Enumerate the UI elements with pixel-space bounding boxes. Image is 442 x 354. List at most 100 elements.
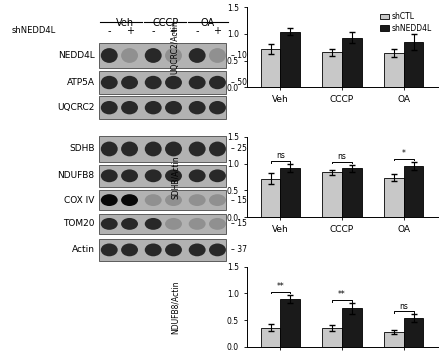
Ellipse shape xyxy=(209,142,226,156)
Ellipse shape xyxy=(209,76,226,89)
Text: -: - xyxy=(195,26,199,36)
Ellipse shape xyxy=(145,48,162,63)
Bar xyxy=(404,42,423,87)
Ellipse shape xyxy=(145,244,162,256)
Text: *: * xyxy=(402,149,406,158)
Bar xyxy=(384,332,404,347)
Bar xyxy=(99,214,226,234)
Bar xyxy=(384,178,404,217)
Ellipse shape xyxy=(145,194,162,206)
Ellipse shape xyxy=(165,244,182,256)
Bar xyxy=(99,96,226,119)
Ellipse shape xyxy=(165,48,182,63)
Ellipse shape xyxy=(209,194,226,206)
Text: CCCP: CCCP xyxy=(152,18,179,28)
Text: +: + xyxy=(169,26,178,36)
Text: SDHB: SDHB xyxy=(69,144,95,154)
Ellipse shape xyxy=(189,194,206,206)
Text: +: + xyxy=(213,26,221,36)
Ellipse shape xyxy=(189,101,206,114)
Bar xyxy=(322,172,342,217)
Bar xyxy=(261,49,280,87)
Ellipse shape xyxy=(121,218,138,230)
Text: ns: ns xyxy=(338,152,347,161)
Ellipse shape xyxy=(189,170,206,182)
Ellipse shape xyxy=(101,170,118,182)
Ellipse shape xyxy=(165,142,182,156)
Bar xyxy=(322,52,342,87)
Ellipse shape xyxy=(101,48,118,63)
Bar xyxy=(99,43,226,68)
Ellipse shape xyxy=(189,244,206,256)
Ellipse shape xyxy=(101,142,118,156)
Text: **: ** xyxy=(277,282,284,291)
Text: – 15: – 15 xyxy=(231,219,247,228)
Ellipse shape xyxy=(165,194,182,206)
Ellipse shape xyxy=(121,48,138,63)
Ellipse shape xyxy=(165,101,182,114)
Bar xyxy=(261,179,280,217)
Ellipse shape xyxy=(145,170,162,182)
Ellipse shape xyxy=(121,101,138,114)
Text: OA: OA xyxy=(200,18,214,28)
Text: – 50: – 50 xyxy=(231,78,247,87)
Bar xyxy=(342,308,362,347)
Ellipse shape xyxy=(209,101,226,114)
Ellipse shape xyxy=(189,76,206,89)
Text: – 100: – 100 xyxy=(231,51,252,60)
Text: COX IV: COX IV xyxy=(64,196,95,205)
Ellipse shape xyxy=(101,194,118,206)
Text: -: - xyxy=(152,26,155,36)
Text: ATP5A: ATP5A xyxy=(67,78,95,87)
Ellipse shape xyxy=(189,218,206,230)
Text: NDUFB8: NDUFB8 xyxy=(57,171,95,180)
Ellipse shape xyxy=(209,244,226,256)
Text: ns: ns xyxy=(399,302,408,310)
Ellipse shape xyxy=(101,101,118,114)
Ellipse shape xyxy=(145,76,162,89)
Bar xyxy=(99,165,226,187)
Ellipse shape xyxy=(145,101,162,114)
Text: ns: ns xyxy=(276,152,285,160)
Ellipse shape xyxy=(145,218,162,230)
Ellipse shape xyxy=(121,244,138,256)
Ellipse shape xyxy=(145,142,162,156)
Ellipse shape xyxy=(121,170,138,182)
Ellipse shape xyxy=(189,48,206,63)
Text: – 25: – 25 xyxy=(231,144,247,154)
Ellipse shape xyxy=(209,170,226,182)
Ellipse shape xyxy=(165,76,182,89)
Text: – 37: – 37 xyxy=(231,245,247,255)
Text: TOM20: TOM20 xyxy=(63,219,95,228)
Bar xyxy=(99,239,226,261)
Bar xyxy=(322,328,342,347)
Ellipse shape xyxy=(121,76,138,89)
Ellipse shape xyxy=(189,142,206,156)
Text: NEDD4L: NEDD4L xyxy=(58,51,95,60)
Ellipse shape xyxy=(101,244,118,256)
Bar xyxy=(99,136,226,162)
Text: Veh: Veh xyxy=(116,18,134,28)
Text: +: + xyxy=(126,26,133,36)
Y-axis label: NDUFB8/Actin: NDUFB8/Actin xyxy=(171,280,179,333)
Bar xyxy=(280,299,300,347)
Ellipse shape xyxy=(209,48,226,63)
Bar xyxy=(404,318,423,347)
Bar xyxy=(280,168,300,217)
Legend: shCTL, shNEDD4L: shCTL, shNEDD4L xyxy=(378,11,434,34)
Text: shNEDD4L: shNEDD4L xyxy=(11,26,55,35)
Text: **: ** xyxy=(338,290,346,299)
Ellipse shape xyxy=(209,218,226,230)
Bar xyxy=(280,32,300,87)
Ellipse shape xyxy=(165,170,182,182)
Ellipse shape xyxy=(121,194,138,206)
Bar xyxy=(342,169,362,217)
Bar xyxy=(99,71,226,94)
Text: -: - xyxy=(107,26,111,36)
Y-axis label: UQCRC2/Actin: UQCRC2/Actin xyxy=(171,20,179,74)
Y-axis label: SDHB/Actin: SDHB/Actin xyxy=(171,155,179,199)
Bar xyxy=(384,53,404,87)
Ellipse shape xyxy=(121,142,138,156)
Bar xyxy=(261,328,280,347)
Text: – 15: – 15 xyxy=(231,196,247,205)
